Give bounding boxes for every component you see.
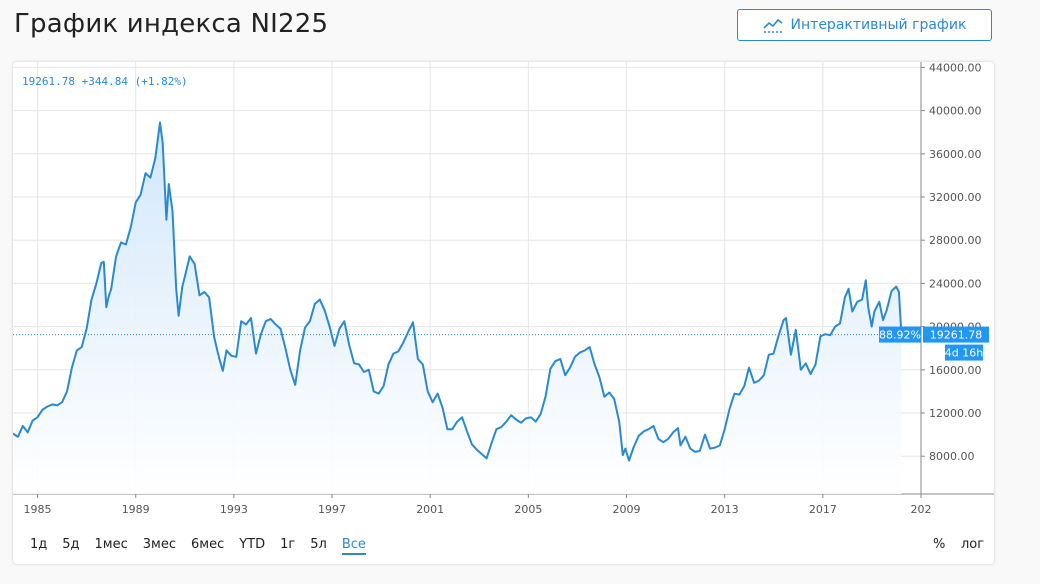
y-tick-label: 12000.00 xyxy=(929,407,982,420)
x-tick-label: 1985 xyxy=(24,503,52,516)
y-tick-label: 24000.00 xyxy=(929,277,982,290)
range-button[interactable]: 3мес xyxy=(142,537,176,552)
x-tick-label: 2009 xyxy=(613,503,641,516)
range-button[interactable]: 5д xyxy=(62,537,80,552)
y-tick-label: 28000.00 xyxy=(929,234,982,247)
countdown-label: 4d 16h xyxy=(945,347,983,360)
countdown-label-bg xyxy=(945,344,983,361)
page-title: График индекса NI225 xyxy=(14,9,329,39)
x-tick-label: 2001 xyxy=(416,503,444,516)
last-price-label: 19261.78 xyxy=(930,329,983,342)
x-tick-label: 2013 xyxy=(711,503,739,516)
chart-line-icon xyxy=(762,17,783,33)
chart-panel: 8000.0012000.0016000.0020000.0024000.002… xyxy=(13,62,994,564)
percent-scale-toggle[interactable]: % xyxy=(933,537,946,552)
y-tick-label: 44000.00 xyxy=(929,62,982,74)
last-price-label-bg xyxy=(923,326,989,343)
price-area xyxy=(13,122,902,494)
x-tick-label: 1989 xyxy=(122,503,150,516)
y-tick-label: 16000.00 xyxy=(929,364,982,377)
y-tick-label: 36000.00 xyxy=(929,148,982,161)
range-selector: 1д 5д 1мес 3мес 6мес YTD 1г 5л Все xyxy=(30,537,381,555)
range-button[interactable]: 5л xyxy=(310,537,327,552)
x-tick-label: 1997 xyxy=(318,503,346,516)
interactive-chart-button[interactable]: Интерактивный график xyxy=(737,9,992,41)
range-button[interactable]: 1мес xyxy=(94,537,128,552)
percent-change-label: 88.92% xyxy=(879,329,921,342)
x-tick-label: 2005 xyxy=(514,503,542,516)
range-button[interactable]: YTD xyxy=(239,537,266,552)
range-button[interactable]: 1г xyxy=(280,537,296,552)
price-chart[interactable]: 8000.0012000.0016000.0020000.0024000.002… xyxy=(13,62,994,564)
x-tick-label: 2017 xyxy=(809,503,837,516)
range-button[interactable]: Все xyxy=(341,537,366,555)
range-button[interactable]: 6мес xyxy=(191,537,225,552)
log-scale-toggle[interactable]: лог xyxy=(961,537,985,552)
y-tick-label: 32000.00 xyxy=(929,191,982,204)
x-tick-label: 202 xyxy=(911,503,932,516)
y-tick-label: 40000.00 xyxy=(929,105,982,118)
percent-change-label-bg xyxy=(879,326,921,343)
x-tick-label: 1993 xyxy=(220,503,248,516)
price-readout: 19261.78 +344.84 (+1.82%) xyxy=(22,75,188,88)
y-tick-label: 8000.00 xyxy=(929,450,975,463)
price-line[interactable] xyxy=(13,121,903,462)
interactive-chart-label: Интерактивный график xyxy=(790,17,967,33)
range-button[interactable]: 1д xyxy=(30,537,48,552)
